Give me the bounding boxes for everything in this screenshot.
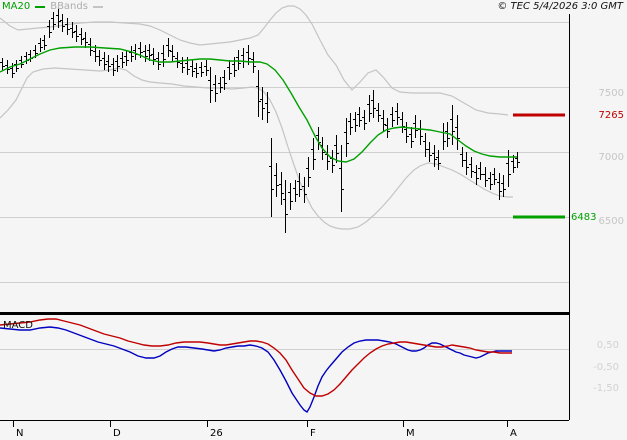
macd-axis-label: -1,50 [593,383,619,394]
price-axis-label: 7500 [599,88,624,99]
x-axis-label: F [310,428,316,439]
price-axis-label: 7000 [599,152,624,163]
support-price-label: 6483 [571,212,596,223]
macd-axis-label: -0,50 [593,362,619,373]
x-axis-label: A [510,428,517,439]
gridlines [0,22,569,350]
copyright-text: © TEC 5/4/2026 3:0 GMT [497,1,623,12]
ma20-line [0,46,517,163]
x-axis-label: M [406,428,415,439]
price-axis-label: 6500 [599,216,624,227]
macd-axis-labels: 0,50 -0,50 -1,50 [593,340,619,394]
ohlc-bars [0,8,520,233]
panel-borders [0,14,570,421]
x-axis: N D 26 F M A [13,420,517,439]
bbands-line-sample-icon [92,5,103,8]
macd-curves [0,318,512,413]
macd-panel-label: MACD [3,320,33,331]
ma20-line-sample-icon [35,5,46,8]
bbands-legend-label: BBands [50,1,88,12]
x-axis-label: D [113,428,121,439]
price-axis-labels: 7500 7000 6500 7265 6483 [571,88,624,227]
x-axis-label: N [16,428,23,439]
macd-axis-label: 0,50 [597,340,619,351]
bollinger-bands [0,5,513,230]
x-axis-label: 26 [210,428,223,439]
level-lines [513,113,565,219]
legend: MA20 BBands [2,1,103,12]
ma20-legend-label: MA20 [2,1,31,12]
resistance-price-label: 7265 [599,110,624,121]
